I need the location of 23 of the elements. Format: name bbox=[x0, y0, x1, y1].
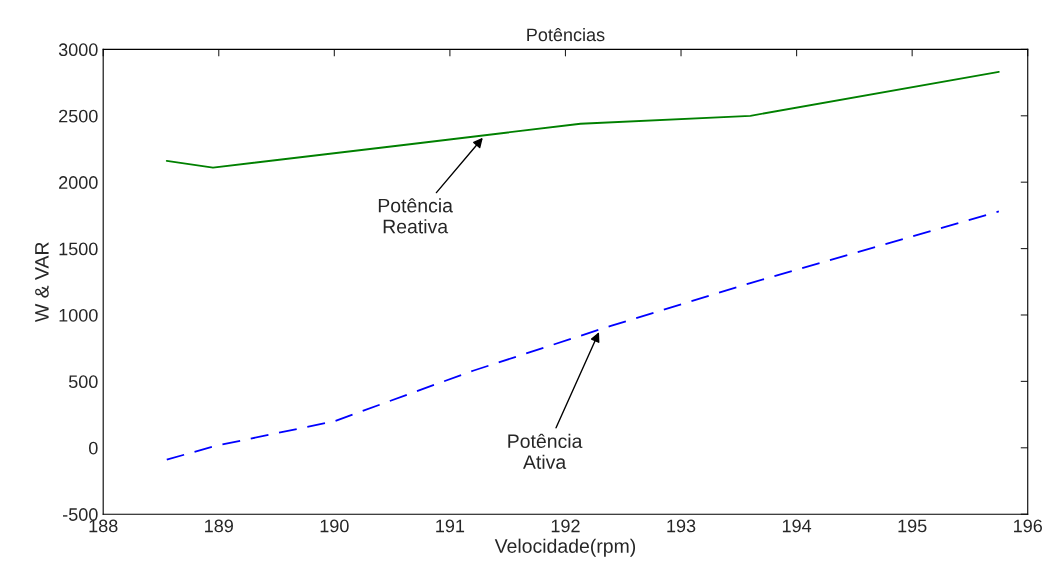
line-series bbox=[165, 71, 1000, 169]
y-tick-label: 2500 bbox=[59, 109, 98, 123]
x-tick-label: 194 bbox=[782, 519, 812, 533]
y-tick-label: -500 bbox=[63, 508, 98, 521]
y-tick-label: 1000 bbox=[59, 308, 98, 322]
x-axis-title: Velocidade(rpm) bbox=[494, 538, 636, 557]
y-tick-label: 2000 bbox=[59, 176, 98, 189]
y-tick-label: 0 bbox=[89, 441, 98, 455]
chart-title: Potências bbox=[527, 27, 605, 42]
x-tick-label: 196 bbox=[1014, 519, 1042, 533]
x-tick-label: 190 bbox=[320, 519, 349, 533]
x-tick-label: 188 bbox=[89, 519, 118, 533]
y-tick-label: 500 bbox=[68, 375, 98, 389]
y-tick-label: 1500 bbox=[59, 242, 98, 256]
x-tick-label: 192 bbox=[551, 519, 580, 533]
annotation: Potência Reativa bbox=[378, 198, 453, 234]
x-tick-label: 193 bbox=[667, 519, 696, 533]
x-tick-label: 195 bbox=[898, 519, 927, 533]
x-tick-label: 189 bbox=[205, 519, 233, 533]
y-axis-title: W & VAR bbox=[35, 242, 49, 323]
annotation: Potência Ativa bbox=[508, 433, 583, 469]
y-tick-label: 3000 bbox=[58, 43, 98, 57]
x-tick-label: 191 bbox=[436, 519, 465, 533]
